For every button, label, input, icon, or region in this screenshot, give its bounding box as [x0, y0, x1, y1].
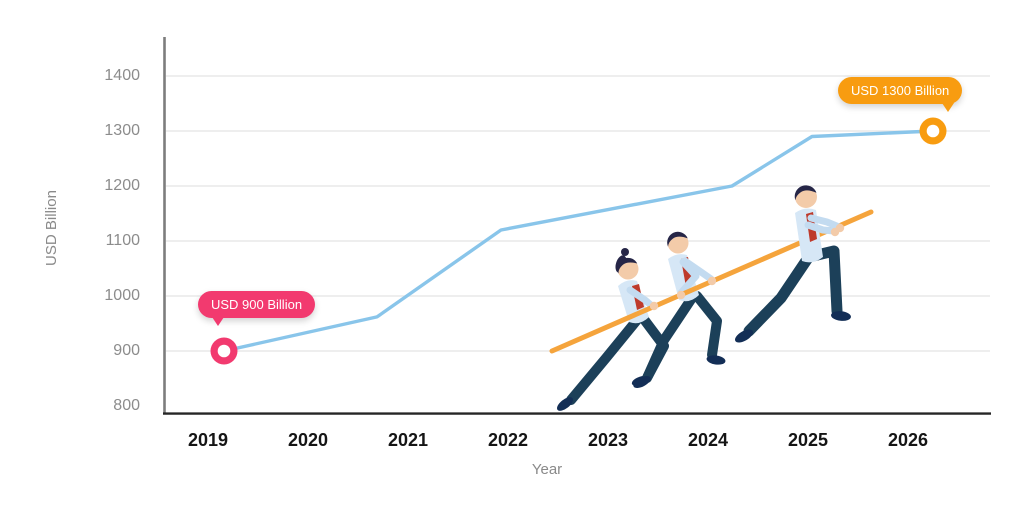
hand — [707, 276, 717, 286]
y-tick-label: 1000 — [104, 287, 140, 304]
data-point-marker-center — [926, 124, 940, 138]
trend-line-path — [222, 129, 935, 353]
x-tick-label: 2021 — [387, 430, 429, 450]
x-tick-label: 2025 — [787, 430, 829, 450]
x-axis-title: Year — [531, 461, 563, 478]
x-tick-label: 2026 — [887, 430, 929, 450]
annotation-badge: USD 1300 Billion — [838, 77, 963, 112]
y-tick-label: 1200 — [104, 177, 140, 194]
hand — [676, 290, 686, 300]
x-tick-label: 2019 — [187, 430, 229, 450]
y-tick-label: 1400 — [104, 67, 140, 84]
x-tick-label: 2024 — [687, 430, 729, 450]
x-tick-label: 2022 — [487, 430, 529, 450]
person-man-middle — [633, 231, 726, 388]
trend-line — [222, 129, 935, 353]
y-tick-label: 800 — [113, 397, 140, 414]
person-man-leading — [735, 185, 851, 343]
data-point-markers — [210, 117, 947, 365]
annotation-badge: USD 900 Billion — [198, 291, 316, 326]
person-woman — [557, 248, 669, 411]
y-tick-label: 900 — [113, 342, 140, 359]
y-tick-label: 1300 — [104, 122, 140, 139]
x-tick-label: 2020 — [287, 430, 329, 450]
data-point-marker-center — [217, 344, 231, 358]
hand — [649, 301, 659, 311]
y-tick-label: 1100 — [105, 232, 140, 249]
x-tick-label: 2023 — [587, 430, 629, 450]
axes — [163, 37, 991, 415]
climbing-people-illustration — [549, 185, 874, 411]
